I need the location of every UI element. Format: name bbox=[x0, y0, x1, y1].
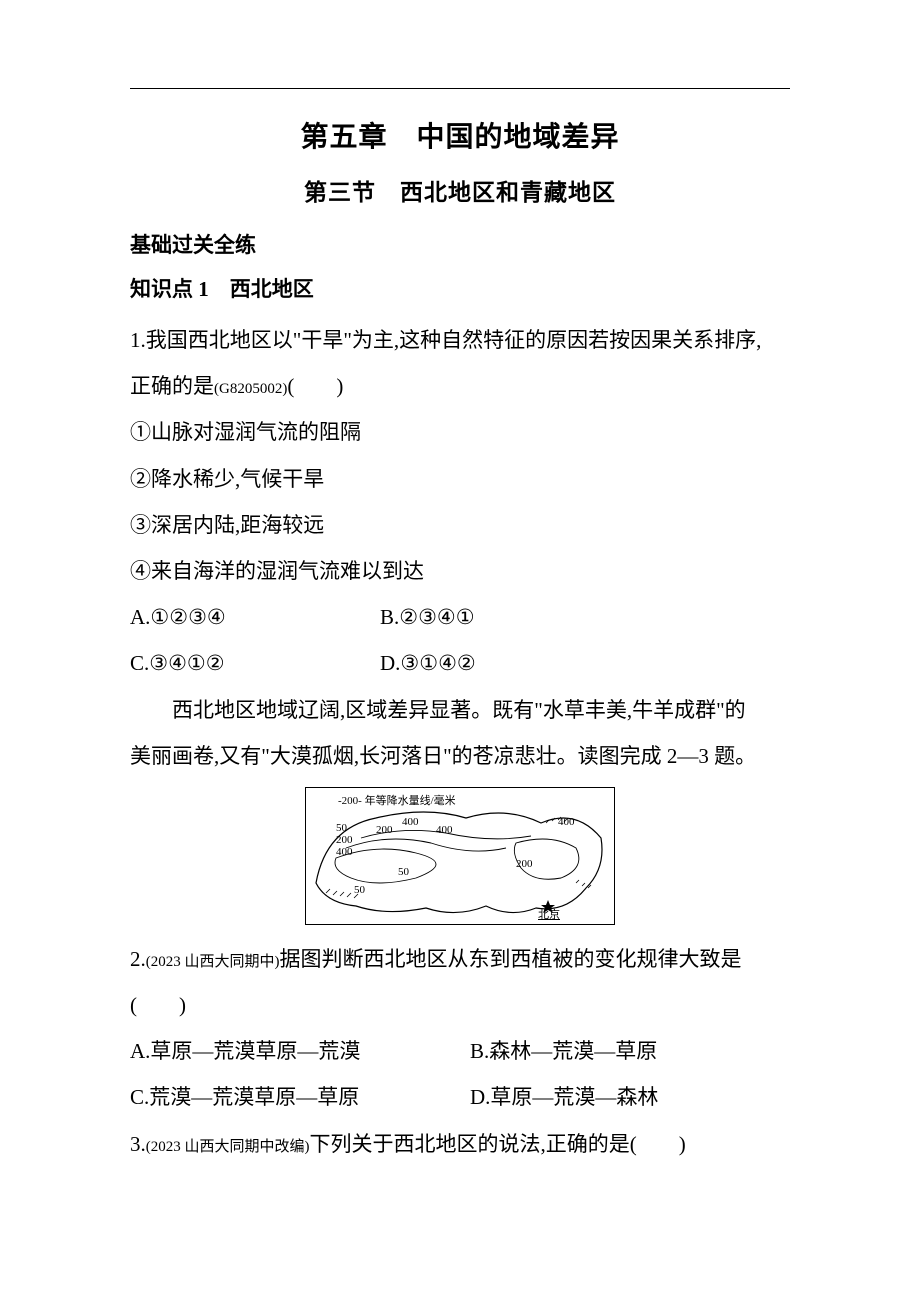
q3-stem: 3.(2023 山西大同期中改编)下列关于西北地区的说法,正确的是( ) bbox=[130, 1121, 790, 1167]
map-val-0: 50 bbox=[336, 822, 347, 834]
map-legend: -200- 年等降水量线/毫米 bbox=[338, 792, 456, 808]
map-val-8: 400 bbox=[436, 824, 453, 836]
map-figure: -200- 年等降水量线/毫米 50 50 bbox=[305, 787, 615, 925]
map-val-2: 50 bbox=[354, 884, 365, 896]
q2-optB: B.森林—荒漠—草原 bbox=[470, 1028, 657, 1074]
map-val-3: 200 bbox=[336, 834, 353, 846]
mountain-hatch bbox=[326, 817, 591, 898]
q2-options-row1: A.草原—荒漠草原—荒漠 B.森林—荒漠—草原 bbox=[130, 1028, 790, 1074]
chapter-title: 第五章 中国的地域差异 bbox=[130, 115, 790, 155]
map-val-4: 200 bbox=[376, 824, 393, 836]
q3-paren: ( ) bbox=[630, 1132, 686, 1156]
q3-source: (2023 山西大同期中改编) bbox=[146, 1139, 310, 1155]
q2-paren: ( ) bbox=[130, 982, 790, 1028]
map-val-9: 400 bbox=[558, 816, 575, 828]
map-val-6: 400 bbox=[336, 846, 353, 858]
q1-stem-line1: 1.我国西北地区以"干旱"为主,这种自然特征的原因若按因果关系排序, bbox=[130, 317, 790, 363]
q1-item1: ①山脉对湿润气流的阻隔 bbox=[130, 409, 790, 455]
q1-item2: ②降水稀少,气候干旱 bbox=[130, 456, 790, 502]
q2-stem: 2.(2023 山西大同期中)据图判断西北地区从东到西植被的变化规律大致是 bbox=[130, 936, 790, 982]
figure-wrap: -200- 年等降水量线/毫米 50 50 bbox=[130, 787, 790, 930]
q1-options-row2: C.③④①② D.③①④② bbox=[130, 640, 790, 686]
q1-item3: ③深居内陆,距海较远 bbox=[130, 502, 790, 548]
q3-prefix: 3. bbox=[130, 1132, 146, 1156]
page-container: 第五章 中国的地域差异 第三节 西北地区和青藏地区 基础过关全练 知识点 1 西… bbox=[0, 0, 920, 1227]
q1-paren: ( ) bbox=[287, 374, 343, 398]
passage-line2: 美丽画卷,又有"大漠孤烟,长河落日"的苍凉悲壮。读图完成 2—3 题。 bbox=[130, 733, 790, 779]
passage-line1: 西北地区地域辽阔,区域差异显著。既有"水草丰美,牛羊成群"的 bbox=[130, 687, 790, 733]
q2-optC: C.荒漠—荒漠草原—草原 bbox=[130, 1074, 470, 1120]
q1-stem-prefix: 正确的是 bbox=[130, 374, 214, 398]
map-val-1: 50 bbox=[398, 866, 409, 878]
q3-stem-text: 下列关于西北地区的说法,正确的是 bbox=[310, 1132, 630, 1156]
q1-optB: B.②③④① bbox=[380, 594, 475, 640]
q1-code: (G8205002) bbox=[214, 381, 287, 397]
q1-options-row1: A.①②③④ B.②③④① bbox=[130, 594, 790, 640]
q2-source: (2023 山西大同期中) bbox=[146, 954, 280, 970]
q2-optD: D.草原—荒漠—森林 bbox=[470, 1074, 658, 1120]
q2-options-row2: C.荒漠—荒漠草原—草原 D.草原—荒漠—森林 bbox=[130, 1074, 790, 1120]
q1-stem-line2: 正确的是(G8205002)( ) bbox=[130, 363, 790, 409]
heading-kp1: 知识点 1 西北地区 bbox=[130, 273, 790, 303]
section-title: 第三节 西北地区和青藏地区 bbox=[130, 173, 790, 207]
map-val-7: 400 bbox=[402, 816, 419, 828]
q2-prefix: 2. bbox=[130, 947, 146, 971]
contour-2 bbox=[346, 839, 506, 851]
q1-optD: D.③①④② bbox=[380, 640, 476, 686]
q2-optA: A.草原—荒漠草原—荒漠 bbox=[130, 1028, 470, 1074]
top-rule bbox=[130, 88, 790, 89]
heading-basics: 基础过关全练 bbox=[130, 229, 790, 259]
q1-optC: C.③④①② bbox=[130, 640, 380, 686]
q2-stem-text: 据图判断西北地区从东到西植被的变化规律大致是 bbox=[280, 947, 742, 971]
q1-item4: ④来自海洋的湿润气流难以到达 bbox=[130, 548, 790, 594]
map-city-beijing: 北京 bbox=[538, 906, 560, 922]
map-val-5: 200 bbox=[516, 858, 533, 870]
q1-optA: A.①②③④ bbox=[130, 594, 380, 640]
